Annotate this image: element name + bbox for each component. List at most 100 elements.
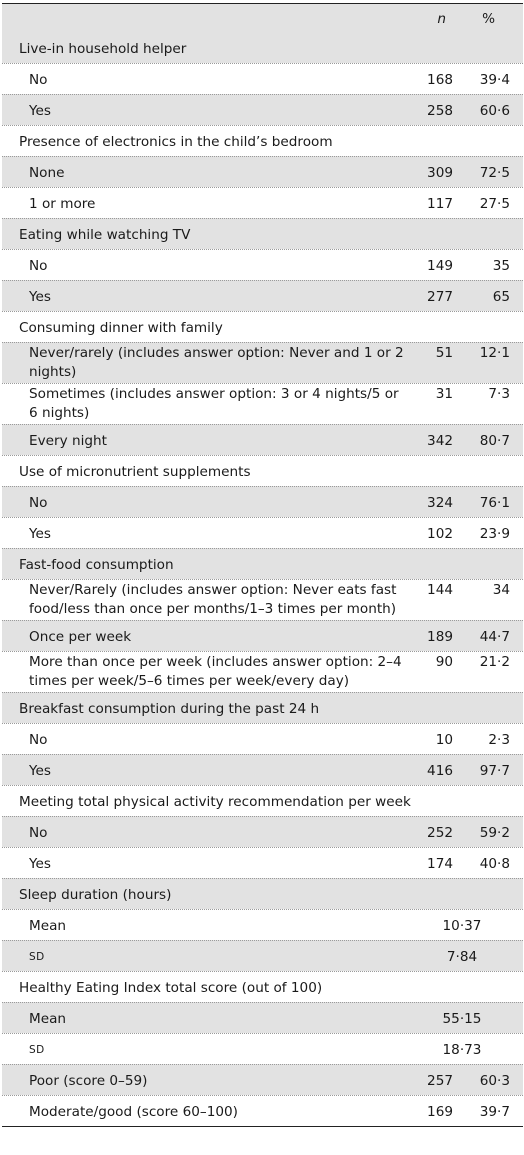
percent-cell: 72·5 <box>479 165 510 181</box>
category-label: Sleep duration (hours) <box>19 887 172 903</box>
category-label: Use of micronutrient supplements <box>19 464 251 480</box>
table-row: Never/Rarely (includes answer option: Ne… <box>2 579 523 620</box>
table-row: Yes 258 60·6 <box>2 94 523 125</box>
row-label: Every night <box>29 433 107 449</box>
percent-cell: 60·6 <box>479 103 510 119</box>
table-row: Moderate/good (score 60–100) 169 39·7 <box>2 1095 523 1126</box>
bottom-rule <box>2 1126 523 1127</box>
header-n: n <box>437 11 446 27</box>
row-label: Sometimes (includes answer option: 3 or … <box>29 386 399 421</box>
table-row: None 309 72·5 <box>2 156 523 187</box>
table-row: No 252 59·2 <box>2 816 523 847</box>
table-row: SD 7·84 <box>2 940 523 971</box>
category-label: Live-in household helper <box>19 41 187 57</box>
header-percent: % <box>482 11 495 27</box>
category-label: Presence of electronics in the child’s b… <box>19 134 333 150</box>
table-row: Every night 342 80·7 <box>2 424 523 455</box>
category-label: Fast-food consumption <box>19 557 174 573</box>
count-cell: 257 <box>427 1073 453 1089</box>
percent-cell: 44·7 <box>479 629 510 645</box>
row-label: Yes <box>29 289 51 305</box>
row-label: No <box>29 825 48 841</box>
category-row: Healthy Eating Index total score (out of… <box>2 971 523 1002</box>
table-row: Once per week 189 44·7 <box>2 620 523 651</box>
percent-cell: 60·3 <box>479 1073 510 1089</box>
percent-cell: 39·4 <box>479 72 510 88</box>
row-label: Never/Rarely (includes answer option: Ne… <box>29 582 397 617</box>
data-table: n % Live-in household helper No 168 39·4 Yes… <box>2 3 523 1127</box>
count-cell: 168 <box>427 72 453 88</box>
percent-cell: 39·7 <box>479 1104 510 1120</box>
row-label: No <box>29 495 48 511</box>
table-header: n % <box>2 4 523 33</box>
percent-cell: 34 <box>492 582 510 598</box>
summary-value: 55·15 <box>442 1011 482 1027</box>
count-cell: 252 <box>427 825 453 841</box>
row-label: Mean <box>29 918 67 934</box>
row-label: None <box>29 165 65 181</box>
category-row: Sleep duration (hours) <box>2 878 523 909</box>
category-label: Breakfast consumption during the past 24… <box>19 701 320 717</box>
count-cell: 277 <box>427 289 453 305</box>
category-row: Fast-food consumption <box>2 548 523 579</box>
row-label: Poor (score 0–59) <box>29 1073 148 1089</box>
row-label: No <box>29 732 48 748</box>
table-row: Yes 277 65 <box>2 280 523 311</box>
count-cell: 149 <box>427 258 453 274</box>
row-label: Once per week <box>29 629 132 645</box>
category-row: Presence of electronics in the child’s b… <box>2 125 523 156</box>
count-cell: 309 <box>427 165 453 181</box>
table-row: No 10 2·3 <box>2 723 523 754</box>
count-cell: 416 <box>427 763 453 779</box>
row-label: Moderate/good (score 60–100) <box>29 1104 238 1120</box>
table-row: Mean 55·15 <box>2 1002 523 1033</box>
category-label: Consuming dinner with family <box>19 320 223 336</box>
count-cell: 10 <box>435 732 453 748</box>
count-cell: 102 <box>427 526 453 542</box>
percent-cell: 65 <box>492 289 510 305</box>
percent-cell: 23·9 <box>479 526 510 542</box>
table-row: No 324 76·1 <box>2 486 523 517</box>
count-cell: 169 <box>427 1104 453 1120</box>
count-cell: 189 <box>427 629 453 645</box>
count-cell: 117 <box>427 196 453 212</box>
row-label: Yes <box>29 103 51 119</box>
count-cell: 51 <box>435 345 453 361</box>
table-row: Never/rarely (includes answer option: Ne… <box>2 342 523 383</box>
percent-cell: 97·7 <box>479 763 510 779</box>
table-row: 1 or more 117 27·5 <box>2 187 523 218</box>
percent-cell: 27·5 <box>479 196 510 212</box>
percent-cell: 35 <box>492 258 510 274</box>
category-row: Breakfast consumption during the past 24… <box>2 692 523 723</box>
row-label: More than once per week (includes answer… <box>29 654 402 689</box>
table-row: SD 18·73 <box>2 1033 523 1064</box>
table-row: Sometimes (includes answer option: 3 or … <box>2 383 523 424</box>
row-label: 1 or more <box>29 196 96 212</box>
row-label: SD <box>29 1044 45 1056</box>
category-label: Meeting total physical activity recommen… <box>19 794 411 810</box>
category-row: Meeting total physical activity recommen… <box>2 785 523 816</box>
count-cell: 31 <box>435 386 453 402</box>
percent-cell: 76·1 <box>479 495 510 511</box>
percent-cell: 40·8 <box>479 856 510 872</box>
row-label: No <box>29 258 48 274</box>
row-label: SD <box>29 951 45 963</box>
table-row: More than once per week (includes answer… <box>2 651 523 692</box>
row-label: Never/rarely (includes answer option: Ne… <box>29 345 404 380</box>
percent-cell: 80·7 <box>479 433 510 449</box>
count-cell: 90 <box>435 654 453 670</box>
category-row: Eating while watching TV <box>2 218 523 249</box>
category-label: Healthy Eating Index total score (out of… <box>19 980 323 996</box>
count-cell: 342 <box>427 433 453 449</box>
table-row: Yes 174 40·8 <box>2 847 523 878</box>
table-row: Poor (score 0–59) 257 60·3 <box>2 1064 523 1095</box>
table-row: Yes 102 23·9 <box>2 517 523 548</box>
count-cell: 174 <box>427 856 453 872</box>
table-body: Live-in household helper No 168 39·4 Yes 258 6… <box>2 33 523 1126</box>
table-row: Yes 416 97·7 <box>2 754 523 785</box>
row-label: Yes <box>29 763 51 779</box>
percent-cell: 12·1 <box>479 345 510 361</box>
percent-cell: 21·2 <box>479 654 510 670</box>
category-row: Consuming dinner with family <box>2 311 523 342</box>
percent-cell: 2·3 <box>488 732 510 748</box>
